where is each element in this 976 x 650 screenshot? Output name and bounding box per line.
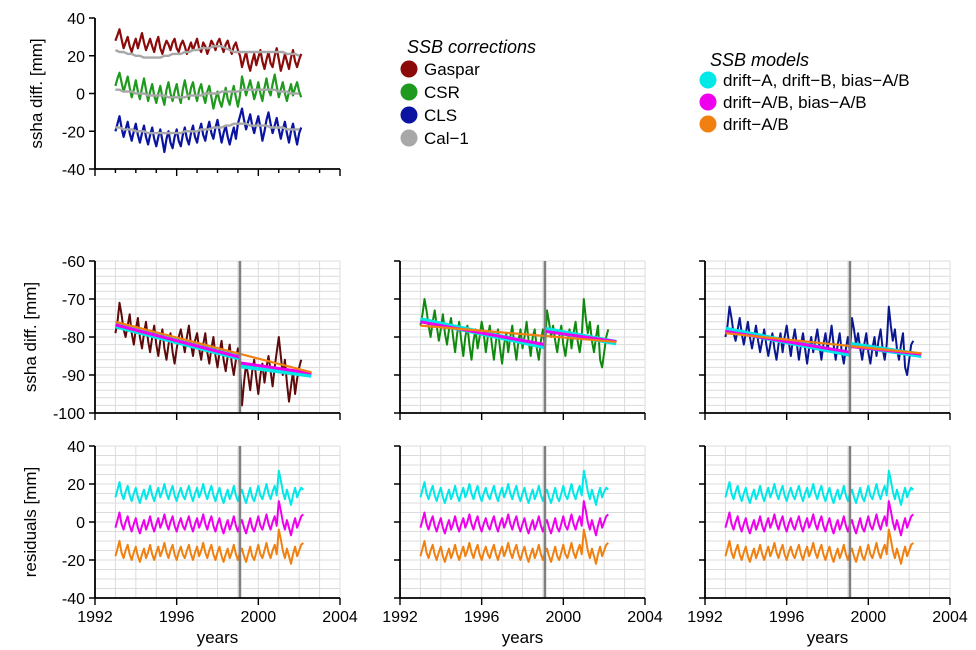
series-line-0-1 xyxy=(114,71,303,110)
model-line-magenta xyxy=(115,323,241,359)
legend-label-corrections: CLS xyxy=(424,106,457,125)
x-tick-label: 1992 xyxy=(382,609,418,626)
model-line-orange xyxy=(420,324,617,344)
x-tick-label: 1996 xyxy=(159,609,195,626)
x-tick-label: 2004 xyxy=(322,609,358,626)
series-line-4-1-2 xyxy=(419,528,609,565)
y-axis-label-residuals: residuals [mm] xyxy=(21,467,40,578)
series-line-4-0-1 xyxy=(114,500,304,537)
legend-marker-models xyxy=(699,71,717,89)
x-tick-label: 1992 xyxy=(77,609,113,626)
legend-marker-corrections xyxy=(400,83,418,101)
y-tick-label: -20 xyxy=(62,553,85,570)
series-line-4-2-0 xyxy=(724,469,914,506)
series-line-4-0-2 xyxy=(114,528,304,565)
x-tick-label: 1996 xyxy=(464,609,500,626)
model-line-magenta xyxy=(239,361,312,375)
model-line-orange xyxy=(115,320,312,374)
legend-title-corrections: SSB corrections xyxy=(407,37,536,57)
series-line-0-2 xyxy=(114,107,303,154)
model-line-cyan xyxy=(239,362,312,378)
legend-marker-corrections xyxy=(400,129,418,147)
y-tick-label: -100 xyxy=(53,406,85,423)
legend-label-corrections: Gaspar xyxy=(424,60,480,79)
legend-marker-models xyxy=(699,93,717,111)
y-tick-label: 0 xyxy=(76,515,85,532)
x-tick-label: 1996 xyxy=(769,609,805,626)
legend-marker-models xyxy=(699,115,717,133)
y-tick-label: 40 xyxy=(67,11,85,28)
series-line-4-1-0 xyxy=(419,469,609,506)
series-line-4-2-2 xyxy=(724,528,914,565)
legend-title-models: SSB models xyxy=(710,50,809,70)
series-line-4-0-0 xyxy=(114,469,304,506)
y-tick-label: 20 xyxy=(67,477,85,494)
y-tick-label: 0 xyxy=(76,87,85,104)
x-tick-label: 2004 xyxy=(627,609,663,626)
y-tick-label: -60 xyxy=(62,254,85,271)
y-axis-label-ssha: ssha diff. [mm] xyxy=(21,282,40,392)
legend-layer: SSB corrections Gaspar CSR CLS Cal−1 SSB mode… xyxy=(400,37,910,148)
series-line-0-0 xyxy=(114,28,303,72)
model-line-orange xyxy=(725,332,922,355)
x-tick-label: 2000 xyxy=(241,609,277,626)
series-line-0-3-0 xyxy=(114,45,300,59)
x-tick-label: 2000 xyxy=(851,609,887,626)
x-tick-label: 1992 xyxy=(687,609,723,626)
legend-marker-corrections xyxy=(400,106,418,124)
y-tick-label: -90 xyxy=(62,368,85,385)
x-axis-label-years: years xyxy=(807,628,849,647)
y-tick-label: -70 xyxy=(62,292,85,309)
series-line-0-3-1 xyxy=(115,88,300,99)
y-tick-label: 20 xyxy=(67,49,85,66)
legend-label-corrections: Cal−1 xyxy=(424,129,469,148)
legend-label-corrections: CSR xyxy=(424,83,460,102)
y-tick-label: 40 xyxy=(67,439,85,456)
series-line-4-1-1 xyxy=(419,500,609,537)
x-axis-label-years: years xyxy=(502,628,544,647)
x-tick-label: 2004 xyxy=(932,609,968,626)
y-tick-label: -20 xyxy=(62,124,85,141)
legend-label-models: drift−A/B, bias−A/B xyxy=(723,93,867,112)
y-tick-label: -80 xyxy=(62,330,85,347)
legend-marker-corrections xyxy=(400,60,418,78)
y-axis-label-top: ssha diff. [mm] xyxy=(27,38,46,148)
series-line-0-3-2 xyxy=(115,122,300,135)
legend-label-models: drift−A/B xyxy=(723,115,789,134)
y-tick-label: -40 xyxy=(62,591,85,608)
series-line-4-2-1 xyxy=(724,500,914,537)
model-line-magenta xyxy=(420,320,546,347)
legend-label-models: drift−A, drift−B, bias−A/B xyxy=(723,71,910,90)
data-layer xyxy=(114,28,922,598)
axes-layer xyxy=(89,17,951,605)
x-tick-label: 2000 xyxy=(546,609,582,626)
y-tick-label: -40 xyxy=(62,162,85,179)
x-axis-label-years: years xyxy=(197,628,239,647)
text-layer: -40 -20 0 20 40 ssha diff. [mm] -100 -90 -80 -70 -… xyxy=(21,11,968,647)
series-line-3-0 xyxy=(724,305,915,376)
